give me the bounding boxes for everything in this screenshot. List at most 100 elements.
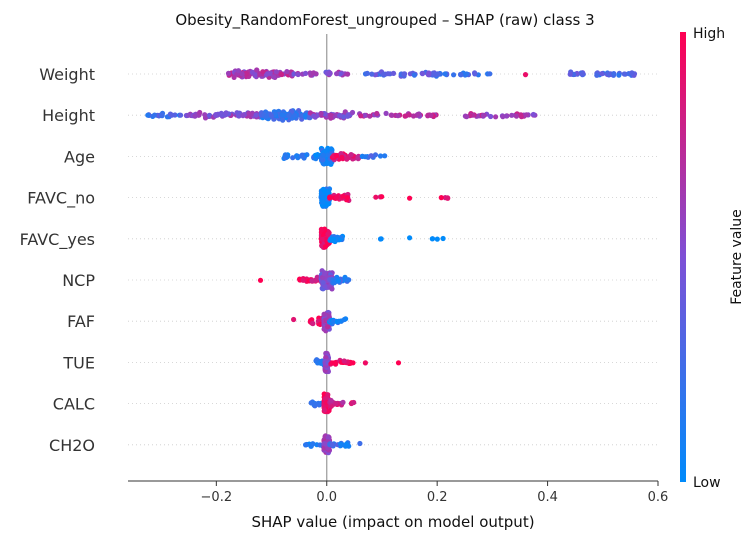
shap-point <box>611 71 617 77</box>
shap-point <box>488 113 494 120</box>
shap-point <box>321 195 327 201</box>
shap-point <box>284 69 290 75</box>
shap-point <box>379 194 385 200</box>
chart-title: Obesity_RandomForest_ungrouped – SHAP (r… <box>175 11 594 30</box>
shap-point <box>343 441 350 447</box>
shap-point <box>390 70 397 76</box>
shap-point <box>330 236 337 242</box>
shap-point <box>295 71 301 78</box>
shap-point <box>579 71 585 77</box>
shap-point <box>407 235 413 241</box>
shap-point <box>487 71 493 77</box>
shap-point <box>271 74 277 80</box>
shap-point <box>513 113 520 119</box>
shap-point <box>373 194 379 200</box>
shap-point <box>167 111 173 117</box>
shap-point <box>428 112 434 118</box>
shap-point <box>435 71 441 77</box>
shap-point <box>254 67 260 73</box>
shap-point <box>480 112 486 118</box>
shap-point <box>320 280 326 286</box>
shap-point <box>522 72 529 78</box>
shap-point <box>225 70 232 76</box>
shap-point <box>235 68 242 74</box>
feature-label: FAF <box>67 312 95 331</box>
shap-point <box>253 112 259 118</box>
shap-point <box>320 152 326 158</box>
shap-point <box>273 69 279 75</box>
shap-point <box>145 112 151 118</box>
shap-point <box>341 358 347 364</box>
shap-point <box>152 112 158 118</box>
shap-point <box>518 112 524 118</box>
shap-point <box>294 153 300 159</box>
shap-point <box>348 152 354 158</box>
shap-point <box>322 270 328 276</box>
shap-point <box>260 69 266 75</box>
shap-point <box>310 320 316 327</box>
shap-point <box>325 231 331 237</box>
shap-point <box>430 70 436 76</box>
shap-point <box>336 318 342 324</box>
shap-point <box>402 113 408 119</box>
shap-point <box>377 236 384 242</box>
shap-point <box>530 111 537 118</box>
shap-point <box>197 109 203 116</box>
shap-point <box>395 113 401 119</box>
shap-point <box>323 441 329 447</box>
feature-label: FAVC_yes <box>20 230 95 250</box>
shap-point <box>445 195 451 201</box>
x-tick-label: −0.2 <box>201 490 233 505</box>
shap-point <box>345 113 351 119</box>
shap-point <box>303 112 309 118</box>
shap-point <box>264 113 270 119</box>
shap-point <box>268 113 274 119</box>
x-axis-label: SHAP value (impact on model output) <box>251 513 534 531</box>
shap-point <box>303 70 309 76</box>
shap-point <box>325 324 331 330</box>
feature-labels: Weight Height Age FAVC_no FAVC_yes NCP FAF TUE C… <box>20 65 96 455</box>
shap-point <box>434 236 440 242</box>
shap-point <box>339 154 345 160</box>
shap-point <box>252 71 258 77</box>
shap-point <box>319 236 325 242</box>
shap-point <box>385 71 391 77</box>
shap-point <box>312 114 318 120</box>
shap-point <box>419 71 426 77</box>
shap-point <box>377 153 384 159</box>
feature-label: FAVC_no <box>27 189 95 209</box>
shap-point <box>282 152 288 158</box>
shap-point <box>345 71 351 77</box>
shap-point <box>327 195 333 201</box>
shap-point <box>218 110 224 116</box>
shap-point <box>381 71 387 77</box>
shap-point <box>429 236 435 242</box>
shap-point <box>192 113 198 119</box>
shap-point <box>401 71 407 77</box>
shap-point <box>464 114 470 120</box>
shap-point <box>362 112 368 118</box>
shap-point <box>594 72 600 78</box>
shap-point <box>438 195 444 201</box>
shap-point <box>320 199 326 205</box>
shap-point <box>202 112 208 118</box>
shap-point <box>357 440 363 447</box>
shap-point <box>337 441 343 447</box>
shap-point <box>345 277 351 283</box>
shap-point <box>334 71 340 77</box>
shap-point <box>213 112 219 118</box>
shap-point <box>509 112 515 118</box>
x-tick-label: 0.2 <box>427 490 448 505</box>
shap-point <box>291 316 297 323</box>
shap-point <box>415 111 421 118</box>
shap-point <box>340 193 346 199</box>
shap-point <box>406 112 412 118</box>
shap-point <box>344 195 350 201</box>
shap-point <box>279 112 285 118</box>
shap-point <box>349 109 356 116</box>
shap-point <box>321 311 327 317</box>
shap-point <box>328 146 334 152</box>
shap-point <box>457 71 464 78</box>
shap-point <box>442 71 448 77</box>
shap-point <box>493 114 499 120</box>
